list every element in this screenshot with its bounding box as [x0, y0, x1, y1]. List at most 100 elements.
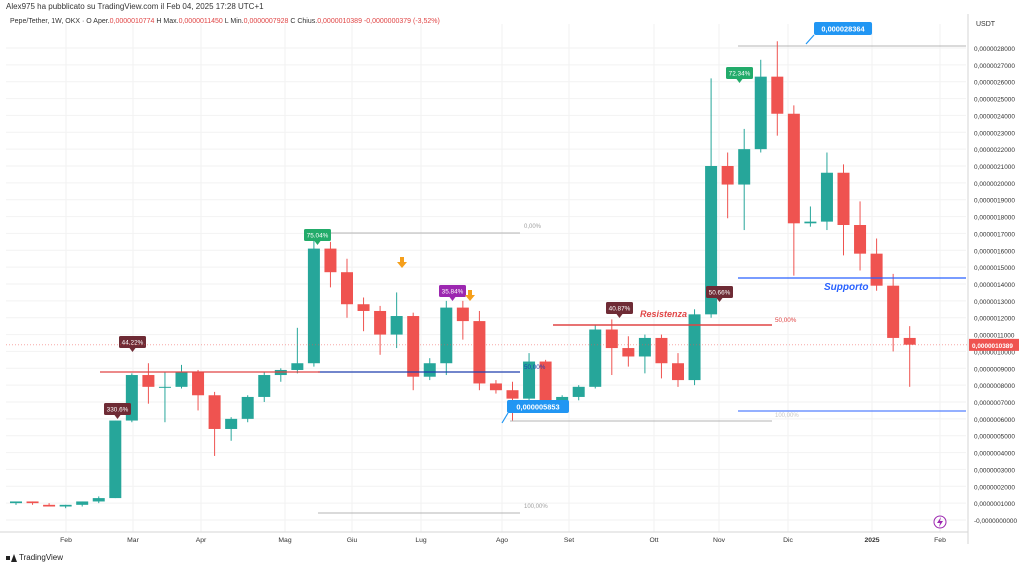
- candle-body: [142, 375, 155, 387]
- candle-body: [76, 501, 89, 505]
- price-tick-label: 0,0000013000: [974, 299, 1015, 306]
- price-tick-label: 0,0000006000: [974, 417, 1015, 424]
- close-label: C: [290, 18, 296, 25]
- time-tick-label: Ago: [496, 537, 508, 544]
- time-tick-label: Mar: [127, 537, 139, 544]
- callout-top-text: 0,000028364: [821, 25, 865, 34]
- open-prefix: Aper.: [93, 18, 110, 25]
- candle-body: [622, 348, 635, 357]
- current-price-tag: [969, 338, 1019, 351]
- candle-body: [456, 307, 469, 322]
- time-tick-label: Apr: [196, 537, 207, 544]
- percent-badge-text: 35.84%: [442, 289, 464, 296]
- percent-badge-pointer: [716, 298, 723, 302]
- price-tick-label: 0,0000014000: [974, 282, 1015, 289]
- candle-body: [175, 371, 188, 387]
- close-prefix: Chius.: [297, 18, 318, 25]
- time-tick-label: Set: [564, 537, 574, 544]
- chart-area[interactable]: 0,00% 100,00% 100,00% 50,00% Resistenza 50,0…: [0, 14, 1024, 544]
- fib-label-50-a: 50,00%: [524, 364, 546, 371]
- candles: [10, 41, 916, 509]
- price-chart[interactable]: 0,00%100,00%100,00% 50,00%Resistenza50,0…: [0, 14, 1024, 544]
- resistance-label: Resistenza: [640, 309, 687, 319]
- candle-body: [854, 225, 867, 254]
- tradingview-logo-icon: [6, 553, 17, 562]
- candle-body: [225, 418, 238, 429]
- price-tick-label: 0,0000012000: [974, 316, 1015, 323]
- grid: [6, 24, 966, 532]
- candle-body: [754, 76, 767, 150]
- candle-body: [688, 314, 701, 381]
- price-tick-label: 0,0000009000: [974, 366, 1015, 373]
- tradingview-logo[interactable]: TradingView: [6, 553, 63, 562]
- price-tick-label: 0,0000005000: [974, 434, 1015, 441]
- candle-body: [605, 329, 618, 349]
- time-tick-label: Lug: [415, 537, 427, 544]
- high-value: 0,0000011450: [178, 18, 223, 25]
- symbol-legend: Pepe/Tether, 1W, OKX · O Aper.0,00000107…: [10, 18, 440, 25]
- published-by-text: Alex975 ha pubblicato su TradingView.com…: [6, 2, 264, 11]
- percent-badge-pointer: [449, 297, 456, 301]
- symbol-name: Pepe/Tether, 1W, OKX: [10, 18, 81, 25]
- fib-label-0: 0,00%: [524, 224, 542, 230]
- price-tick-label: 0,0000021000: [974, 164, 1015, 171]
- candle-body: [43, 504, 56, 507]
- callout-bottom-box: [507, 400, 569, 413]
- candle-body: [589, 329, 602, 387]
- price-tick-label: 0,0000016000: [974, 248, 1015, 255]
- candle-body: [721, 166, 734, 185]
- candle-body: [258, 375, 271, 397]
- candle-body: [771, 76, 784, 114]
- price-tick-label: 0,0000028000: [974, 46, 1015, 53]
- price-tick-label: 0,0000022000: [974, 147, 1015, 154]
- candle-body: [192, 371, 205, 396]
- overlays: 50,00% Resistenza 50,00% Supporto 0,00002836…: [6, 22, 968, 529]
- percent-badge-pointer: [129, 348, 136, 352]
- candle-body: [423, 363, 436, 377]
- fib-label-100: 100,00%: [524, 504, 548, 510]
- candle-body: [738, 149, 751, 185]
- callout-top-pointer: [805, 34, 815, 45]
- candle-body: [473, 321, 486, 384]
- percent-badge: [439, 285, 466, 297]
- candle-body: [407, 316, 420, 377]
- candle-body: [241, 396, 254, 419]
- candle-body: [672, 363, 684, 381]
- candle-body: [539, 361, 552, 402]
- candle-body: [489, 383, 502, 391]
- candle-body: [374, 310, 387, 335]
- candle-body: [523, 361, 536, 399]
- fibonacci-levels: 0,00% 100,00% 100,00%: [318, 45, 966, 514]
- callout-bottom-pointer: [501, 412, 509, 424]
- callout-top-box: [814, 22, 872, 35]
- percent-badge-text: 40.87%: [609, 306, 631, 313]
- candle-body: [357, 304, 370, 311]
- orange-arrow-icon-2-head: [465, 295, 475, 301]
- tradingview-logo-text: TradingView: [19, 553, 64, 562]
- candle-body: [655, 337, 668, 364]
- price-tick-label: 0,0000002000: [974, 484, 1015, 491]
- price-tick-label: 0,0000015000: [974, 265, 1015, 272]
- candle-body: [787, 113, 800, 224]
- low-label: L: [224, 18, 229, 25]
- percent-badge-text: 72.34%: [729, 71, 751, 78]
- candle-body: [307, 248, 320, 364]
- price-tick-label: 0,0000019000: [974, 198, 1015, 205]
- open-label: O: [86, 18, 92, 25]
- published-by-header: Alex975 ha pubblicato su TradingView.com…: [0, 0, 1024, 14]
- price-tick-label: 0,0000026000: [974, 80, 1015, 87]
- price-tick-label: 0,0000001000: [974, 501, 1015, 508]
- percent-badge-text: 50.66%: [709, 290, 731, 297]
- percent-badge-text: 75.04%: [307, 233, 329, 240]
- percent-badge: [606, 302, 633, 314]
- open-value: 0,0000010774: [109, 18, 155, 25]
- price-tick-label: 0,0000018000: [974, 215, 1015, 222]
- low-prefix: Min.: [230, 18, 244, 25]
- candle-body: [440, 307, 453, 364]
- candle-body: [291, 363, 304, 370]
- candle-body: [92, 498, 105, 502]
- price-tick-label: 0,0000023000: [974, 130, 1015, 137]
- time-axis: Feb Mar Apr Mag Giu Lug Ago Set Ott Nov Dic 2025 Feb: [0, 531, 968, 544]
- price-tick-label: 0,0000010000: [974, 349, 1015, 356]
- fib-label-extra: 100,00%: [775, 413, 799, 419]
